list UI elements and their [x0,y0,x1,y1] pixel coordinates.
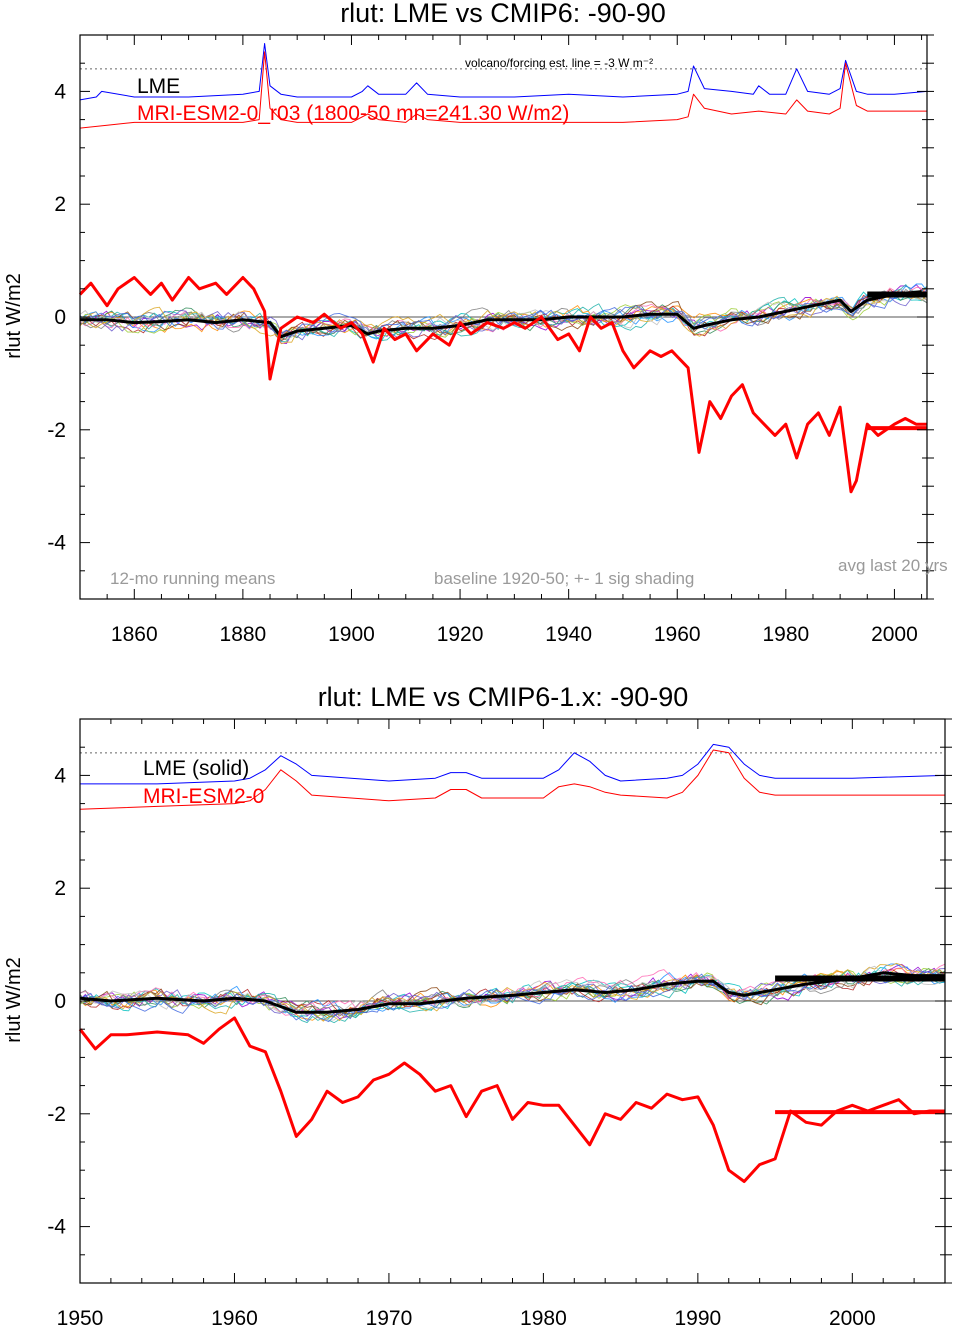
series-line-model [78,276,927,494]
y-tick-label: 0 [54,990,66,1013]
y-axis-label: rlut W/m2 [3,957,25,1043]
legend-lme: LME [137,75,180,98]
x-tick-label: 1960 [654,623,701,646]
x-tick-label: 1950 [57,1307,104,1325]
y-tick-label: 0 [54,306,66,329]
axes: -4 -2 0 2 4 1950 1960 1970 1980 1990 2000 [47,718,952,1325]
forcing-line-model [79,749,945,810]
forcing-annotation: volcano/forcing est. line = -3 W m⁻² [465,56,653,70]
chart-title: rlut: LME vs CMIP6: -90-90 [340,0,666,28]
series-group [78,743,946,1183]
y-tick-label: -4 [47,532,66,555]
x-tick-label: 1940 [545,623,592,646]
forcing-line-lme [80,743,946,785]
y-tick-label: -2 [47,419,66,442]
x-tick-label: 1900 [328,623,375,646]
legend-model: MRI-ESM2-0_r03 (1800-50 mn=241.30 W/m2) [137,102,569,125]
y-axis-label: rlut W/m2 [3,273,25,359]
chart-title: rlut: LME vs CMIP6-1.x: -90-90 [318,682,689,712]
series-line-lme [80,290,922,339]
x-tick-label: 1990 [674,1307,721,1325]
series-line-model [78,1016,945,1183]
y-tick-label: 2 [54,877,66,900]
series-group [78,43,928,494]
legend-lme: LME (solid) [143,757,249,780]
series-line-lme [79,971,945,1014]
axes: -4 -2 0 2 4 1860 1880 1900 1920 1940 1960 1980 2000 [47,34,934,646]
forcing-line-lme [79,43,928,101]
x-tick-label: 2000 [871,623,918,646]
x-tick-label: 1860 [111,623,158,646]
x-tick-label: 1970 [366,1307,413,1325]
panel-top: rlut: LME vs CMIP6: -90-90 rlut W/m2 -4-… [3,0,948,646]
y-tick-label: 4 [54,764,66,787]
y-tick-label: -2 [47,1103,66,1126]
x-tick-label: 1920 [437,623,484,646]
y-tick-label: 4 [54,80,66,103]
ensemble-member-line [79,289,928,341]
baseline-note: baseline 1920-50; +- 1 sig shading [434,569,694,588]
x-tick-label: 1980 [762,623,809,646]
forcing-line-model [79,51,927,129]
x-tick-label: 1880 [220,623,267,646]
x-tick-label: 2000 [829,1307,876,1325]
ensemble-member-line [79,294,928,336]
x-tick-label: 1960 [211,1307,258,1325]
x-tick-label: 1980 [520,1307,567,1325]
avg-note: avg last 20 yrs [838,556,948,575]
legend-model: MRI-ESM2-0 [143,785,264,808]
panel-bottom: rlut: LME vs CMIP6-1.x: -90-90 rlut W/m2… [3,682,952,1325]
y-tick-label: -4 [47,1216,66,1239]
running-mean-note: 12-mo running means [110,569,275,588]
y-tick-label: 2 [54,193,66,216]
ensemble-member-line [79,286,928,340]
